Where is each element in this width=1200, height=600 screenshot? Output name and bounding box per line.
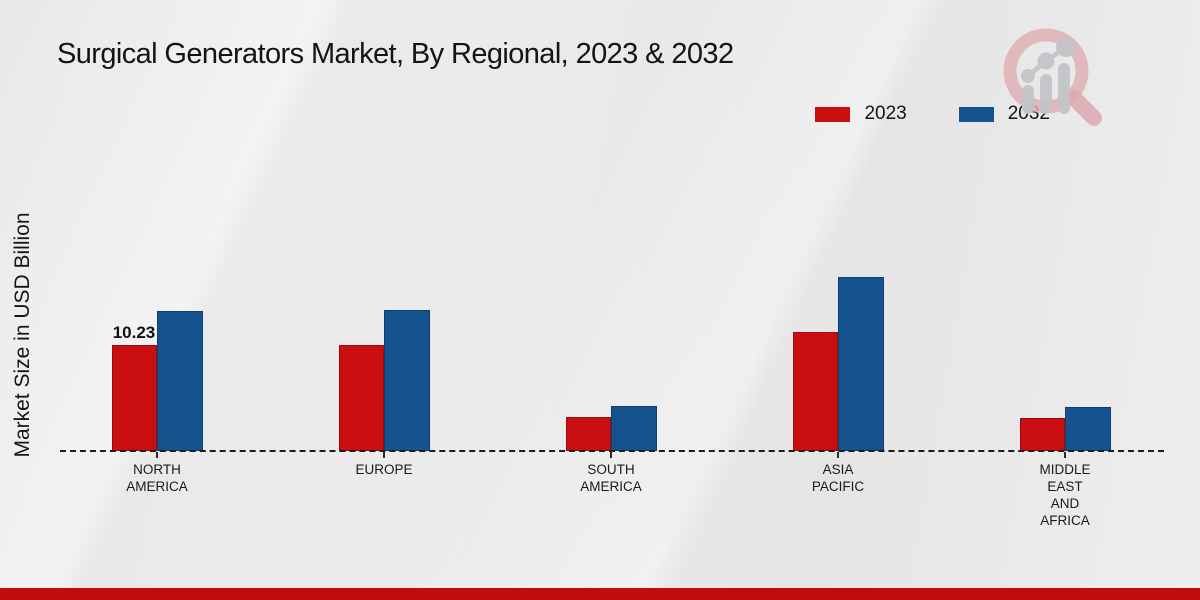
chart-title: Surgical Generators Market, By Regional,…: [57, 38, 734, 70]
bar-2032-europe: [384, 310, 430, 451]
bar-value-label: 10.23: [112, 323, 156, 342]
legend-swatch-2032: [958, 106, 994, 122]
bar-2023-middle-east-and-africa: [1020, 418, 1065, 451]
bar-2023-north-america: [112, 345, 157, 451]
category-label-south-america: SOUTH AMERICA: [580, 462, 642, 494]
category-label-europe: EUROPE: [355, 462, 413, 477]
magnifier-bar-chart-logo: [1003, 28, 1102, 126]
footer-accent-bar: [0, 588, 1200, 600]
axis-tick-middle-east-and-africa: [1064, 452, 1066, 458]
legend-label-2023: 2023: [864, 103, 907, 124]
category-label-north-america: NORTH AMERICA: [126, 462, 188, 494]
bar-2032-north-america: [157, 311, 203, 451]
category-label-middle-east-and-africa: MIDDLE EAST AND AFRICA: [1039, 462, 1091, 528]
axis-tick-north-america: [156, 452, 158, 458]
bar-2023-europe: [339, 345, 384, 451]
axis-tick-asia-pacific: [837, 452, 839, 458]
bar-2023-asia-pacific: [793, 332, 838, 451]
axis-tick-europe: [383, 452, 385, 458]
category-label-asia-pacific: ASIA PACIFIC: [811, 462, 865, 494]
axis-tick-south-america: [610, 452, 612, 458]
bar-2032-south-america: [611, 406, 657, 451]
bar-2023-south-america: [566, 417, 611, 451]
legend-item-2023: 2023: [815, 103, 907, 125]
bar-2032-asia-pacific: [838, 277, 884, 451]
bar-2032-middle-east-and-africa: [1065, 407, 1111, 451]
x-axis-baseline: [60, 450, 1164, 452]
legend-swatch-2023: [815, 106, 851, 122]
